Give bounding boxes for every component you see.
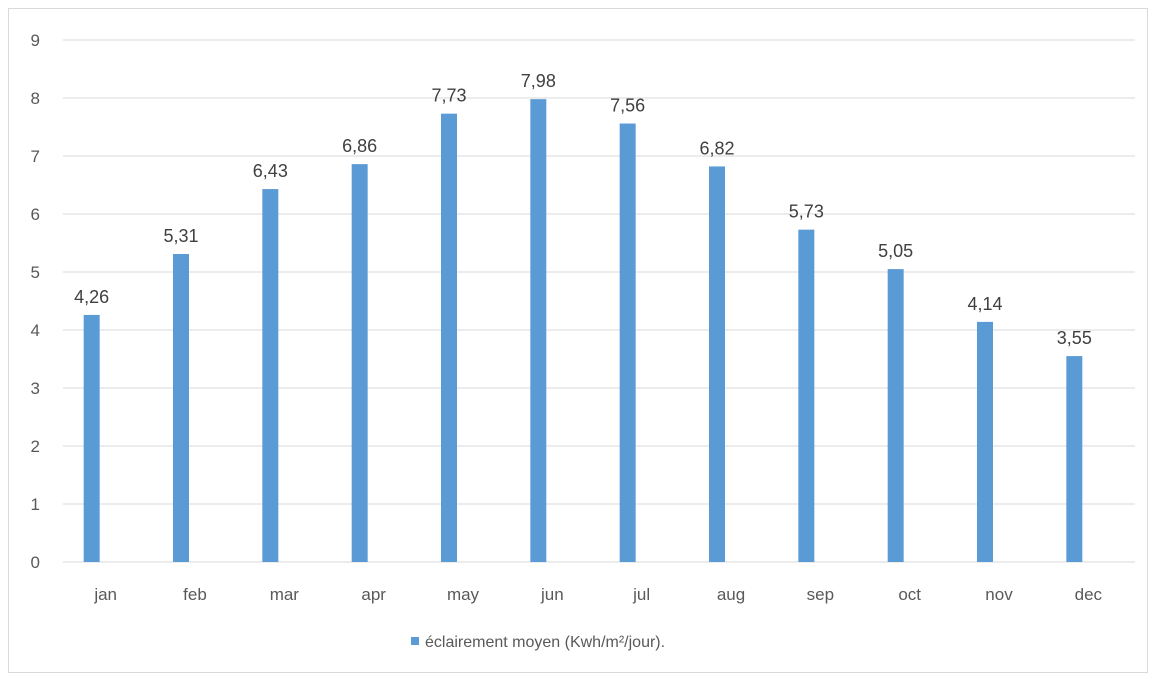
y-tick-label: 8 — [31, 89, 40, 108]
y-tick-label: 6 — [31, 205, 40, 224]
x-tick-label-mar: mar — [270, 585, 300, 604]
y-tick-label: 7 — [31, 147, 40, 166]
x-tick-label-dec: dec — [1075, 585, 1103, 604]
data-label-feb: 5,31 — [163, 226, 198, 246]
x-tick-label-jan: jan — [93, 585, 117, 604]
y-tick-label: 3 — [31, 379, 40, 398]
data-label-dec: 3,55 — [1057, 328, 1092, 348]
y-tick-label: 0 — [31, 553, 40, 572]
bar-may — [441, 113, 457, 562]
legend-swatch — [411, 637, 419, 645]
data-label-nov: 4,14 — [967, 294, 1002, 314]
data-labels: 4,26 5,31 6,43 6,86 7,73 7,98 7,56 6,82 5,73 5,05… — [74, 71, 1092, 348]
bar-jun — [530, 99, 547, 562]
x-axis-ticks: jan feb mar apr may jun jul aug sep oct nov dec — [93, 585, 1102, 604]
data-label-apr: 6,86 — [342, 136, 377, 156]
y-tick-label: 4 — [31, 321, 40, 340]
bar-jul — [619, 123, 636, 563]
data-label-jun: 7,98 — [521, 71, 556, 91]
bar-feb — [173, 254, 189, 562]
data-label-jul: 7,56 — [610, 96, 645, 116]
x-tick-label-aug: aug — [717, 585, 745, 604]
data-label-oct: 5,05 — [878, 241, 913, 261]
bar-nov — [977, 321, 993, 562]
data-label-sep: 5,73 — [789, 202, 824, 222]
x-tick-label-may: may — [447, 585, 480, 604]
bar-apr — [351, 164, 368, 562]
bar-jan — [83, 314, 100, 562]
legend: éclairement moyen (Kwh/m²/jour). — [411, 634, 665, 651]
x-tick-label-jul: jul — [632, 585, 650, 604]
x-tick-label-feb: feb — [183, 585, 207, 604]
y-tick-label: 1 — [31, 495, 40, 514]
x-tick-label-nov: nov — [985, 585, 1013, 604]
bar-oct — [887, 269, 904, 562]
data-label-may: 7,73 — [431, 86, 466, 106]
bar-dec — [1066, 356, 1083, 562]
legend-label: éclairement moyen (Kwh/m²/jour). — [425, 634, 665, 651]
y-tick-label: 5 — [31, 263, 40, 282]
y-tick-label: 2 — [31, 437, 40, 456]
y-axis-ticks: 0 1 2 3 4 5 6 7 8 9 — [31, 31, 40, 572]
bar-sep — [798, 229, 815, 562]
x-tick-label-oct: oct — [898, 585, 921, 604]
data-label-mar: 6,43 — [253, 161, 288, 181]
bar-aug — [709, 166, 725, 562]
x-tick-label-sep: sep — [807, 585, 834, 604]
y-tick-label: 9 — [31, 31, 40, 50]
bar-mar — [262, 189, 279, 562]
x-tick-label-apr: apr — [361, 585, 386, 604]
bars — [83, 99, 1083, 563]
data-label-jan: 4,26 — [74, 287, 109, 307]
x-tick-label-jun: jun — [540, 585, 564, 604]
data-label-aug: 6,82 — [699, 138, 734, 158]
gridlines — [63, 39, 1135, 563]
